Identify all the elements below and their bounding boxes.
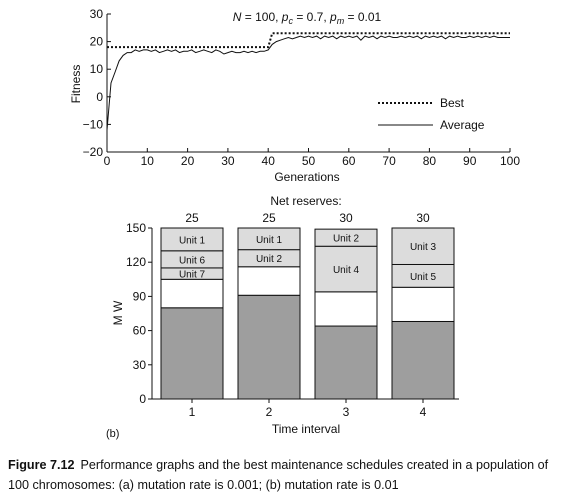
load-bar-segment <box>237 294 301 400</box>
maintenance-unit-segment <box>391 227 455 265</box>
load-bar-segment <box>314 325 378 400</box>
x-tick-label: 0 <box>104 154 111 168</box>
title-n-symbol: N <box>233 10 242 24</box>
line-chart-y-label: Fitness <box>69 65 83 104</box>
title-pc-value: = 0.7, <box>293 10 330 24</box>
bar-chart-y-label: M W <box>111 300 125 325</box>
x-tick-label: 90 <box>463 154 477 168</box>
best-series-line <box>107 32 510 49</box>
maintenance-unit-segment <box>160 227 224 252</box>
maintenance-unit-segment <box>314 245 378 293</box>
y-tick-label: 30 <box>90 7 104 21</box>
reserve-bar-segment <box>160 278 224 309</box>
y-tick-label: 0 <box>139 392 146 406</box>
x-category-label: 1 <box>189 405 196 419</box>
x-tick-label: 20 <box>181 154 195 168</box>
net-reserve-value: 30 <box>416 211 430 225</box>
net-reserve-value: 25 <box>262 211 276 225</box>
x-tick-label: 40 <box>262 154 276 168</box>
load-bar-segment <box>391 320 455 400</box>
maintenance-bar-chart: Net reserves: Unit 7 Unit 6 Unit 1 Unit 2 Un… <box>106 194 459 440</box>
bar-chart-x-label: Time interval <box>272 422 340 436</box>
title-pm-value: = 0.01 <box>344 10 381 24</box>
legend-best-label: Best <box>440 96 465 110</box>
maintenance-unit-label: Unit 2 <box>333 234 360 245</box>
title-pc-symbol: p <box>281 10 289 24</box>
title-pc-sub: c <box>288 16 293 26</box>
reserve-bar-segment <box>314 291 378 327</box>
x-category-label: 4 <box>420 405 427 419</box>
maintenance-unit-label: Unit 5 <box>410 272 437 283</box>
reserve-bar-segment <box>237 266 301 296</box>
legend-average-label: Average <box>440 118 485 132</box>
figure-caption: Figure 7.12 Performance graphs and the be… <box>8 455 566 495</box>
x-tick-label: 10 <box>141 154 155 168</box>
y-tick-label: 30 <box>133 358 147 372</box>
net-reserve-value: 25 <box>185 211 199 225</box>
caption-text: Performance graphs and the best maintena… <box>8 458 549 492</box>
y-tick-label: −20 <box>83 145 104 159</box>
x-tick-label: 80 <box>423 154 437 168</box>
fitness-line-chart: N = 100, pc = 0.7, pm = 0.01 0 10 20 30 40 50… <box>69 7 520 184</box>
maintenance-unit-segment <box>237 227 301 251</box>
net-reserves-header: Net reserves: <box>270 194 341 208</box>
y-tick-label: 150 <box>126 221 146 235</box>
x-category-label: 3 <box>343 405 350 419</box>
line-chart-x-label: Generations <box>274 170 339 184</box>
maintenance-unit-label: Unit 7 <box>179 270 206 281</box>
figure-canvas: N = 100, pc = 0.7, pm = 0.01 0 10 20 30 40 50… <box>69 7 520 440</box>
net-reserve-value: 30 <box>339 211 353 225</box>
maintenance-unit-label: Unit 1 <box>256 235 283 246</box>
y-tick-label: −10 <box>83 117 104 131</box>
line-chart-legend: Best Average <box>378 96 485 132</box>
reserve-bar-segment <box>391 286 455 322</box>
title-pm-symbol: p <box>329 10 337 24</box>
maintenance-unit-segment <box>314 228 378 247</box>
y-tick-label: 10 <box>90 62 104 76</box>
y-tick-label: 120 <box>126 255 146 269</box>
maintenance-unit-label: Unit 3 <box>410 242 437 253</box>
maintenance-unit-label: Unit 4 <box>333 265 360 276</box>
average-series-line <box>106 35 510 130</box>
y-tick-label: 20 <box>90 35 104 49</box>
x-tick-label: 50 <box>302 154 316 168</box>
load-bar-segment <box>160 307 224 400</box>
maintenance-unit-label: Unit 2 <box>256 254 283 265</box>
x-tick-label: 60 <box>342 154 356 168</box>
panel-label-b: (b) <box>106 428 119 440</box>
line-chart-title: N = 100, pc = 0.7, pm = 0.01 <box>233 10 382 26</box>
x-tick-label: 100 <box>500 154 520 168</box>
y-tick-label: 90 <box>133 289 147 303</box>
maintenance-unit-label: Unit 6 <box>179 255 206 266</box>
title-pm-sub: m <box>337 16 345 26</box>
maintenance-unit-label: Unit 1 <box>179 235 206 246</box>
y-tick-label: 0 <box>96 90 103 104</box>
y-tick-label: 60 <box>133 324 147 338</box>
title-n-value: = 100, <box>241 10 281 24</box>
x-tick-label: 70 <box>382 154 396 168</box>
caption-figure-label: Figure 7.12 <box>8 458 75 472</box>
x-category-label: 2 <box>266 405 273 419</box>
x-tick-label: 30 <box>221 154 235 168</box>
